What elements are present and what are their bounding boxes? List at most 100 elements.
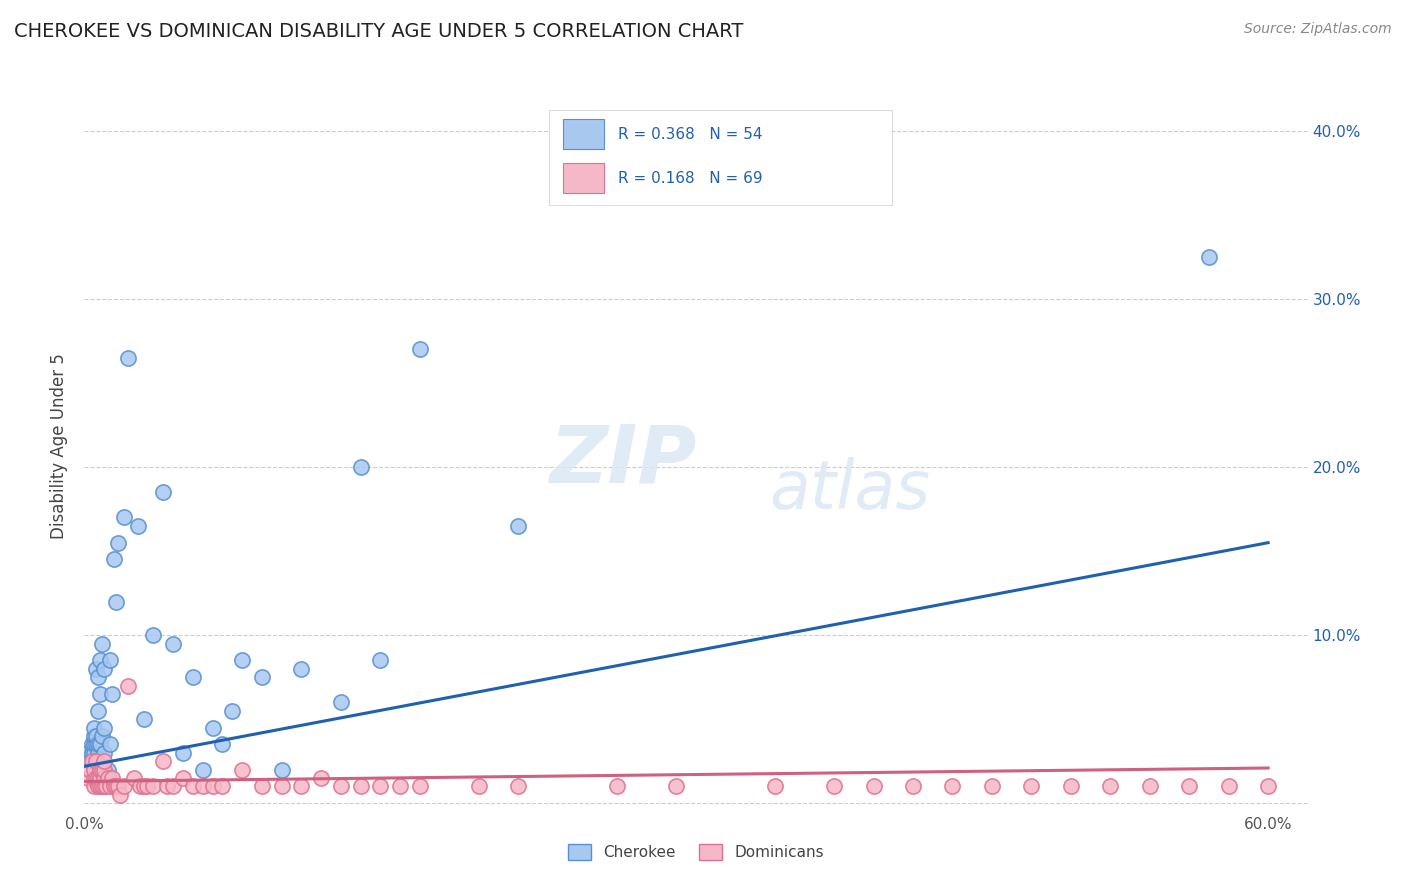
Point bbox=[980, 780, 1002, 794]
Point bbox=[409, 780, 432, 794]
Point bbox=[127, 519, 149, 533]
Point bbox=[290, 662, 312, 676]
Point bbox=[89, 653, 111, 667]
Point bbox=[89, 738, 111, 752]
Point bbox=[389, 780, 412, 794]
Point bbox=[91, 780, 114, 794]
Point bbox=[83, 780, 105, 794]
Point bbox=[107, 780, 129, 794]
Point bbox=[104, 780, 127, 794]
Point bbox=[89, 687, 111, 701]
Point bbox=[93, 754, 115, 768]
Point bbox=[84, 771, 107, 785]
Point bbox=[191, 780, 214, 794]
Point bbox=[201, 780, 224, 794]
Point bbox=[136, 780, 159, 794]
Point bbox=[83, 738, 105, 752]
Point bbox=[508, 780, 530, 794]
Point bbox=[108, 788, 131, 802]
Text: CHEROKEE VS DOMINICAN DISABILITY AGE UNDER 5 CORRELATION CHART: CHEROKEE VS DOMINICAN DISABILITY AGE UND… bbox=[14, 22, 744, 41]
Point bbox=[97, 763, 120, 777]
Point bbox=[93, 721, 115, 735]
Point bbox=[93, 763, 115, 777]
Point bbox=[103, 780, 125, 794]
Point bbox=[270, 780, 292, 794]
Point bbox=[107, 535, 129, 549]
Point bbox=[83, 771, 105, 785]
Point bbox=[89, 763, 111, 777]
Point bbox=[250, 780, 273, 794]
Point bbox=[1021, 780, 1043, 794]
Point bbox=[117, 351, 139, 365]
Point bbox=[89, 771, 111, 785]
Point bbox=[82, 746, 104, 760]
Point bbox=[87, 780, 110, 794]
Point bbox=[142, 628, 165, 642]
Point bbox=[763, 780, 786, 794]
Point bbox=[77, 771, 100, 785]
Point bbox=[87, 670, 110, 684]
Point bbox=[368, 780, 391, 794]
Text: atlas: atlas bbox=[769, 457, 931, 523]
Point bbox=[201, 721, 224, 735]
Text: Source: ZipAtlas.com: Source: ZipAtlas.com bbox=[1244, 22, 1392, 37]
Point bbox=[83, 729, 105, 743]
Point bbox=[1218, 780, 1240, 794]
Point bbox=[87, 738, 110, 752]
Point bbox=[1060, 780, 1083, 794]
Point bbox=[91, 763, 114, 777]
Point bbox=[211, 738, 233, 752]
Point bbox=[132, 780, 155, 794]
Point bbox=[101, 687, 124, 701]
Point bbox=[83, 721, 105, 735]
Point bbox=[104, 594, 127, 608]
Point bbox=[152, 485, 174, 500]
Point bbox=[132, 712, 155, 726]
Point bbox=[83, 746, 105, 760]
Point bbox=[87, 771, 110, 785]
Point bbox=[250, 670, 273, 684]
Point bbox=[79, 763, 101, 777]
Point bbox=[97, 771, 120, 785]
Point bbox=[128, 780, 150, 794]
Point bbox=[162, 780, 184, 794]
Point bbox=[181, 670, 204, 684]
Point bbox=[309, 771, 332, 785]
Point bbox=[122, 771, 145, 785]
Point bbox=[162, 636, 184, 650]
Point bbox=[142, 780, 165, 794]
Point bbox=[172, 746, 194, 760]
Point bbox=[1139, 780, 1161, 794]
Point bbox=[82, 754, 104, 768]
Point bbox=[152, 754, 174, 768]
Point bbox=[79, 754, 101, 768]
Point bbox=[93, 746, 115, 760]
Point bbox=[1257, 780, 1279, 794]
Point bbox=[84, 754, 107, 768]
Point bbox=[82, 738, 104, 752]
Point bbox=[901, 780, 924, 794]
Point bbox=[665, 780, 688, 794]
Point bbox=[87, 704, 110, 718]
Point bbox=[941, 780, 963, 794]
Point bbox=[98, 738, 121, 752]
Y-axis label: Disability Age Under 5: Disability Age Under 5 bbox=[51, 353, 69, 539]
Point bbox=[1198, 250, 1220, 264]
Point bbox=[94, 780, 117, 794]
Point bbox=[83, 754, 105, 768]
Point bbox=[77, 746, 100, 760]
Point bbox=[368, 653, 391, 667]
Point bbox=[191, 763, 214, 777]
Point bbox=[231, 653, 253, 667]
Point bbox=[93, 662, 115, 676]
Point bbox=[290, 780, 312, 794]
Point bbox=[349, 780, 371, 794]
Point bbox=[409, 343, 432, 357]
Legend: Cherokee, Dominicans: Cherokee, Dominicans bbox=[562, 838, 830, 866]
Point bbox=[117, 679, 139, 693]
Point bbox=[98, 653, 121, 667]
Point bbox=[91, 729, 114, 743]
Point bbox=[91, 636, 114, 650]
Point bbox=[349, 460, 371, 475]
Point bbox=[231, 763, 253, 777]
